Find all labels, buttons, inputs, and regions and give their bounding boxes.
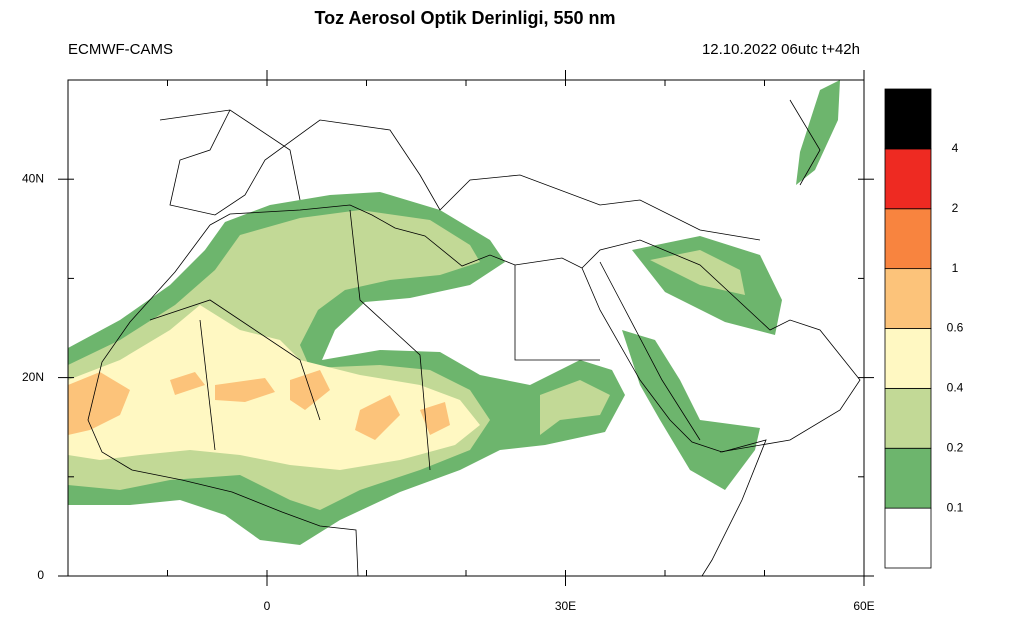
y-tick-label: 0	[37, 568, 44, 582]
colorbar-box	[884, 507, 932, 569]
coastline	[209, 204, 767, 576]
x-tick-label: 60E	[853, 599, 874, 613]
source: ECMWF-CAMS	[68, 41, 173, 58]
country-border	[149, 209, 600, 471]
colorbar-box	[884, 328, 932, 389]
colorbar-box	[884, 208, 932, 270]
colorbar-box	[884, 387, 932, 449]
y-tick-label: 20N	[22, 370, 44, 384]
x-tick-label: 0	[264, 599, 271, 613]
valid-time: 12.10.2022 06utc t+42h	[702, 41, 860, 58]
colorbar-label: 0.2	[947, 440, 964, 454]
colorbar-label: 2	[952, 201, 959, 215]
colorbar-label: 0.1	[947, 500, 964, 514]
colorbar-box	[884, 268, 932, 329]
colorbar-label: 0.6	[947, 321, 964, 335]
map-area	[68, 80, 861, 576]
colorbar-label: 0.4	[947, 381, 964, 395]
x-tick-label: 30E	[555, 599, 576, 613]
coastline	[581, 239, 861, 453]
colorbar-label: 1	[952, 261, 959, 275]
dust-0.6	[68, 370, 450, 440]
colorbar-box	[884, 88, 932, 150]
colorbar-box	[884, 148, 932, 210]
y-tick-label: 40N	[22, 171, 44, 185]
colorbar-box	[884, 447, 932, 509]
colorbar-label: 4	[952, 141, 959, 155]
dust-0.2	[540, 250, 745, 435]
title: Toz Aerosol Optik Derinligi, 550 nm	[314, 8, 615, 28]
coastline	[159, 99, 821, 241]
coastline	[87, 224, 359, 576]
